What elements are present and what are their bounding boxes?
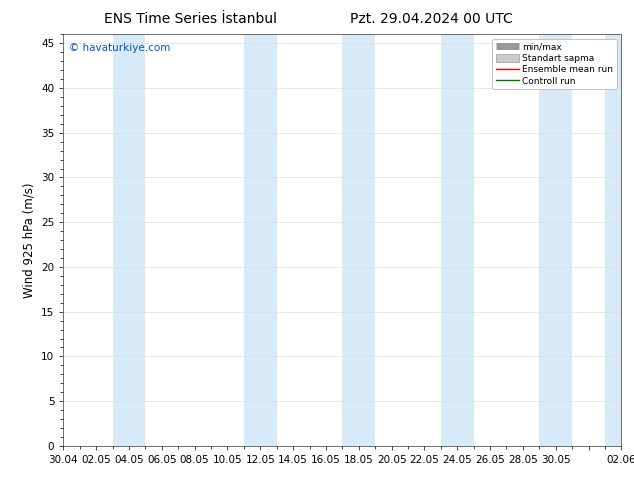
Bar (342, 34, 375, 446)
Text: © havaturkiye.com: © havaturkiye.com (69, 43, 171, 52)
Bar (605, 34, 634, 446)
Bar (113, 34, 145, 446)
Bar (244, 34, 276, 446)
Bar (540, 34, 572, 446)
Legend: min/max, Standart sapma, Ensemble mean run, Controll run: min/max, Standart sapma, Ensemble mean r… (493, 39, 617, 89)
Bar (441, 34, 474, 446)
Text: ENS Time Series İstanbul: ENS Time Series İstanbul (104, 12, 276, 26)
Y-axis label: Wind 925 hPa (m/s): Wind 925 hPa (m/s) (23, 182, 36, 298)
Text: Pzt. 29.04.2024 00 UTC: Pzt. 29.04.2024 00 UTC (350, 12, 512, 26)
